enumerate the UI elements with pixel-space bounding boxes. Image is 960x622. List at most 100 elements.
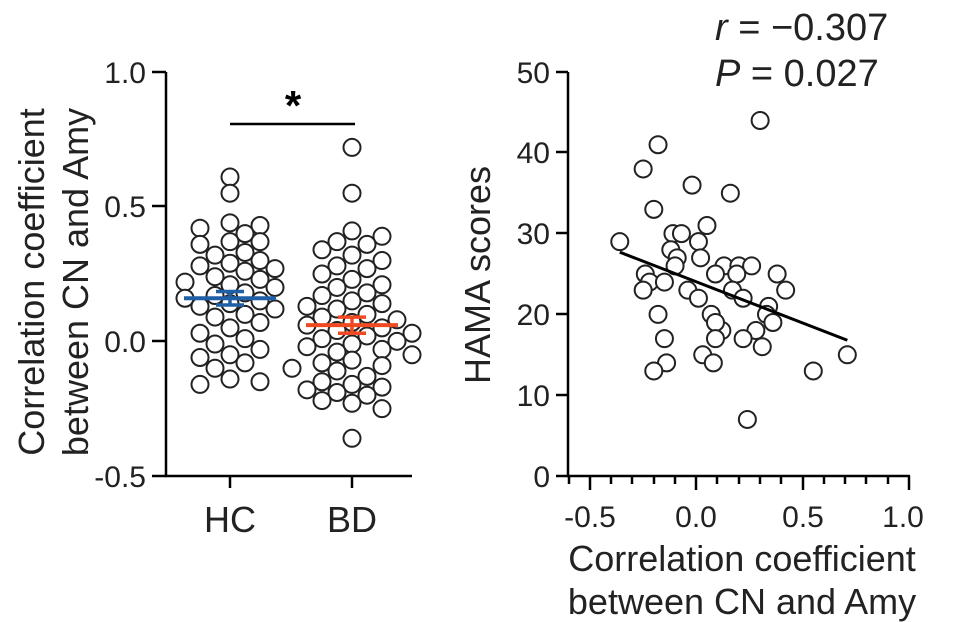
bd-point [372,377,392,397]
right-y-tick-label: 30 [517,218,550,251]
left-y-ticks: -0.5 0.0 0.5 1.0 [94,57,166,494]
hc-point [265,299,285,319]
scatter-point [752,337,772,357]
hc-point [220,232,240,252]
bd-point [342,137,362,157]
bd-point [297,337,317,357]
bd-point [342,393,362,413]
bd-point [357,259,377,279]
hc-point [250,339,270,359]
r-label: r [715,7,729,49]
hc-point [205,245,225,265]
hc-point [220,253,240,273]
scatter-point [803,361,823,381]
left-y-tick-label: -0.5 [94,461,146,494]
stats-annotation: r = −0.307 P = 0.027 [715,7,888,95]
p-statistic: P = 0.027 [715,53,879,95]
bd-point [372,356,392,376]
bd-point [342,428,362,448]
p-value: = 0.027 [740,53,878,95]
hc-point [175,272,195,292]
hc-point [190,323,210,343]
bd-point [327,256,347,276]
hc-point [220,318,240,338]
scatter-point [644,199,664,219]
bd-point [327,342,347,362]
hc-point [205,267,225,287]
right-y-label: HAMA scores [457,166,498,384]
scatter-points [610,110,857,429]
bd-point [342,245,362,265]
bd-point [312,391,332,411]
hc-point [265,277,285,297]
bd-point [312,240,332,260]
scatter-point [633,159,653,179]
hc-point [205,358,225,378]
hc-points [175,167,285,394]
hc-point [235,224,255,244]
scatter-point [776,280,796,300]
bd-point [312,372,332,392]
bd-point [357,385,377,405]
hc-point [250,251,270,271]
right-x-tick-label: 0.5 [782,501,824,534]
bd-point [312,286,332,306]
scatter-point [697,216,717,236]
hc-point [235,242,255,262]
scatter-point [737,409,757,429]
right-x-tick-label: 1.0 [882,501,924,534]
left-y-tick-label: 1.0 [104,57,146,90]
bd-point [357,234,377,254]
right-y-ticks: 0 10 20 30 40 50 [517,57,568,494]
bd-points [282,137,422,448]
scatter-point [633,280,653,300]
scatter-point [688,232,708,252]
scatter-point [654,329,674,349]
bd-point [297,296,317,316]
hc-point [190,234,210,254]
scatter-point [691,248,711,268]
bd-point [327,277,347,297]
hc-point [220,345,240,365]
right-x-label-line2: between CN and Amy [568,581,916,622]
hc-point [250,269,270,289]
hc-point [250,232,270,252]
significance-marker: * [230,82,355,129]
hc-point [190,347,210,367]
right-y-tick-label: 40 [517,137,550,170]
scatter-point [733,329,753,349]
hc-point [235,304,255,324]
right-y-tick-label: 20 [517,299,550,332]
hc-point [235,261,255,281]
scatter-point [705,312,725,332]
bd-point [312,353,332,373]
scatter-point [750,110,770,130]
scatter-point [671,224,691,244]
hc-point [190,256,210,276]
bd-point [372,275,392,295]
left-x-ticks: HC BD [204,476,377,540]
left-y-label-line1: Correlation coefficient [11,108,52,456]
scatter-point [648,135,668,155]
bd-point [342,269,362,289]
right-y-tick-label: 50 [517,57,550,90]
scatter-point [742,256,762,276]
scatter-point [727,264,747,284]
bd-point [342,221,362,241]
scatter-panel: 0 10 20 30 40 50 -0.5 0.0 [457,7,924,622]
right-y-tick-label: 0 [533,461,550,494]
hc-point [190,296,210,316]
p-label: P [715,53,741,95]
scatter-point [767,264,787,284]
bd-point [327,383,347,403]
hc-point [250,372,270,392]
hc-point [190,218,210,238]
right-x-tick-label: -0.5 [564,501,616,534]
bd-point [342,183,362,203]
scatter-point [705,329,725,349]
bd-point [357,366,377,386]
dot-plot-panel: -0.5 0.0 0.5 1.0 HC BD Correlation coeff… [11,57,422,540]
bd-point [372,339,392,359]
bd-point [357,283,377,303]
